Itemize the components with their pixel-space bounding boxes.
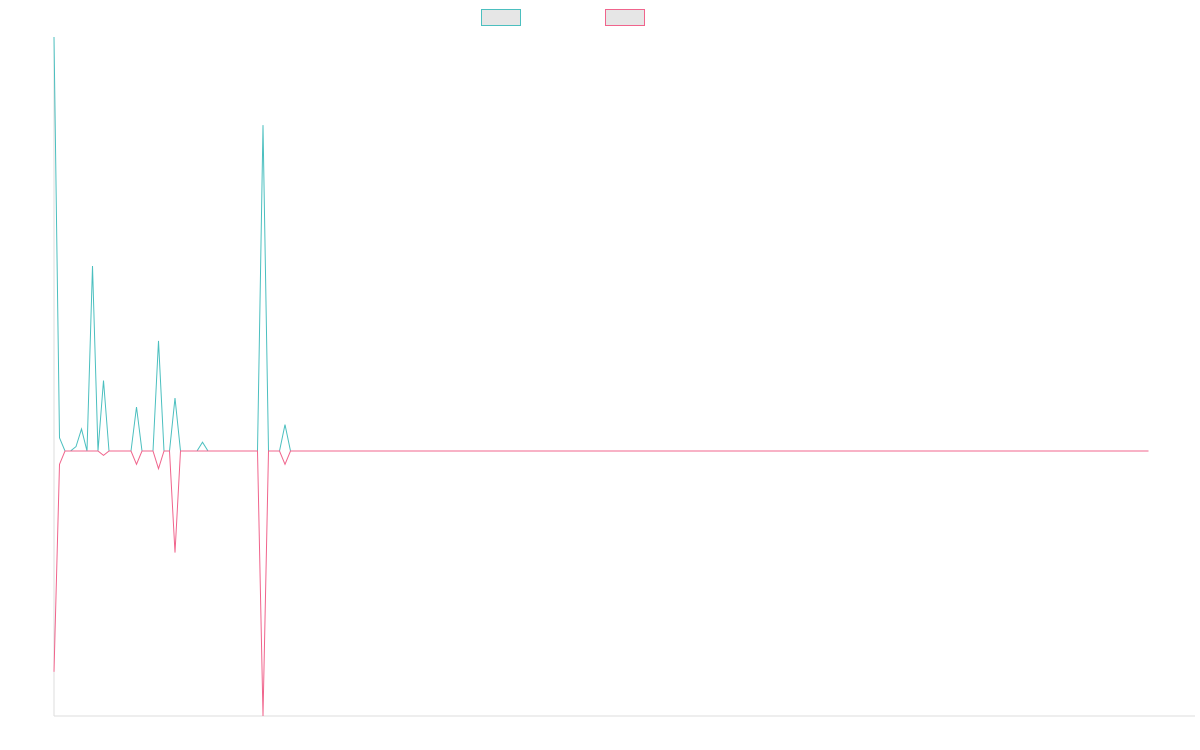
series-line-1: [53, 36, 1149, 452]
plot-area: [53, 36, 1149, 717]
legend-swatch-2[interactable]: [605, 9, 645, 26]
legend[interactable]: [481, 9, 645, 26]
axes: [53, 37, 1195, 717]
legend-swatch-1[interactable]: [481, 9, 521, 26]
series-line-2: [53, 450, 1149, 717]
